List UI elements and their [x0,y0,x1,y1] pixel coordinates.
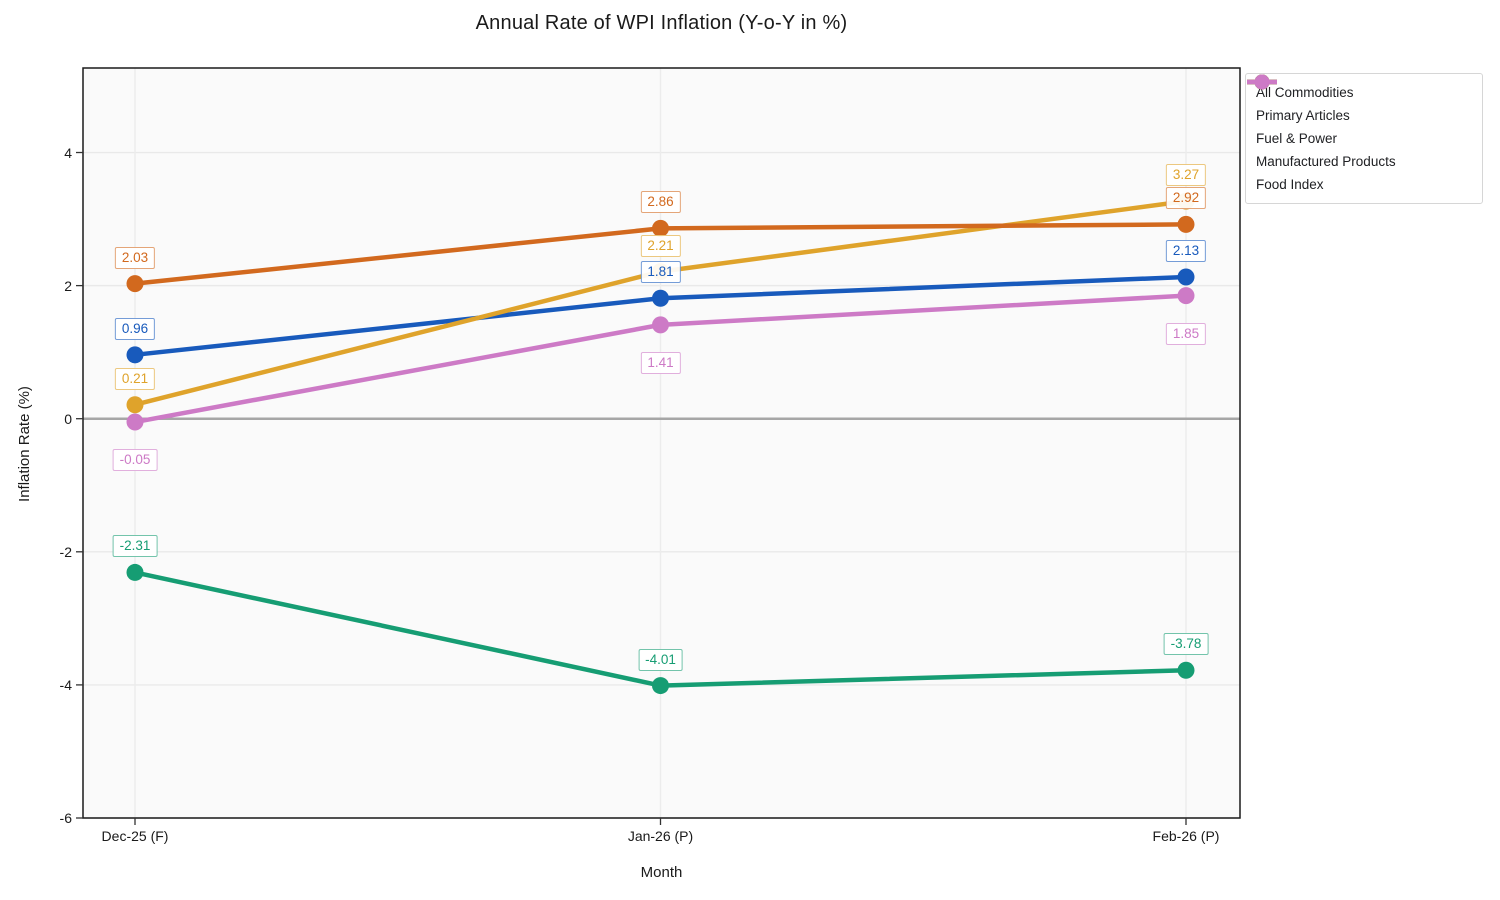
data-label-fuel-power: -4.01 [638,648,683,671]
legend-label: Primary Articles [1256,108,1350,123]
data-point-all-commodities[interactable] [1177,268,1195,286]
data-point-food-index[interactable] [1177,287,1195,305]
legend-label: Fuel & Power [1256,131,1338,146]
legend-item-fuel-power[interactable]: Fuel & Power [1247,74,1472,150]
data-label-primary-articles: 3.27 [1165,164,1207,187]
data-point-manufactured-products[interactable] [1177,215,1195,233]
y-tick-label: 4 [64,144,72,161]
x-tick-label: Jan-26 (P) [627,828,694,844]
legend-item-all-commodities[interactable]: All Commodities [1247,74,1472,104]
data-point-fuel-power[interactable] [126,563,144,581]
data-label-all-commodities: 1.81 [640,261,681,284]
data-label-all-commodities: 2.13 [1165,239,1207,262]
chart-title: Annual Rate of WPI Inflation (Y-o-Y in %… [475,12,848,34]
y-tick-label: -4 [59,676,72,693]
y-tick-label: -6 [59,810,72,826]
y-axis-title: Inflation Rate (%) [16,386,33,502]
legend-item-food-index[interactable]: Food Index [1247,74,1472,196]
plot-frame [82,67,1241,819]
legend-item-primary-articles[interactable]: Primary Articles [1247,74,1472,127]
data-point-manufactured-products[interactable] [652,219,669,237]
legend-label: All Commodities [1256,85,1354,100]
data-label-fuel-power: -2.31 [112,535,158,558]
legend-marker-icon [1247,74,1277,90]
data-label-manufactured-products: 2.92 [1165,187,1207,210]
legend-item-manufactured-products[interactable]: Manufactured Products [1247,74,1472,173]
y-tick-label: -2 [59,543,72,560]
legend-label: Manufactured Products [1256,154,1396,169]
data-label-all-commodities: 0.96 [114,317,156,340]
x-axis-title: Month [640,864,683,881]
data-point-fuel-power[interactable] [652,677,669,695]
data-point-fuel-power[interactable] [1177,661,1195,679]
data-point-food-index[interactable] [652,316,669,334]
y-tick-label: 2 [64,277,72,294]
data-label-primary-articles: 0.21 [114,367,156,390]
data-point-food-index[interactable] [126,413,144,431]
x-tick-label: Feb-26 (P) [1152,828,1220,844]
data-point-primary-articles[interactable] [126,396,144,414]
x-tick-label: Dec-25 (F) [101,828,169,844]
data-label-food-index: 1.41 [640,351,681,374]
y-tick-label: 0 [64,410,72,427]
data-label-primary-articles: 2.21 [640,234,681,257]
data-point-all-commodities[interactable] [126,346,144,364]
legend: All Commodities Primary Articles Fuel & Po… [1245,73,1483,204]
data-label-fuel-power: -3.78 [1163,633,1209,656]
data-label-manufactured-products: 2.86 [640,191,681,214]
data-point-all-commodities[interactable] [652,289,669,307]
data-label-food-index: -0.05 [112,449,158,472]
data-label-manufactured-products: 2.03 [114,246,156,269]
legend-label: Food Index [1256,177,1324,192]
data-point-manufactured-products[interactable] [126,275,144,293]
plot-area [83,68,1240,818]
data-label-food-index: 1.85 [1165,322,1207,345]
